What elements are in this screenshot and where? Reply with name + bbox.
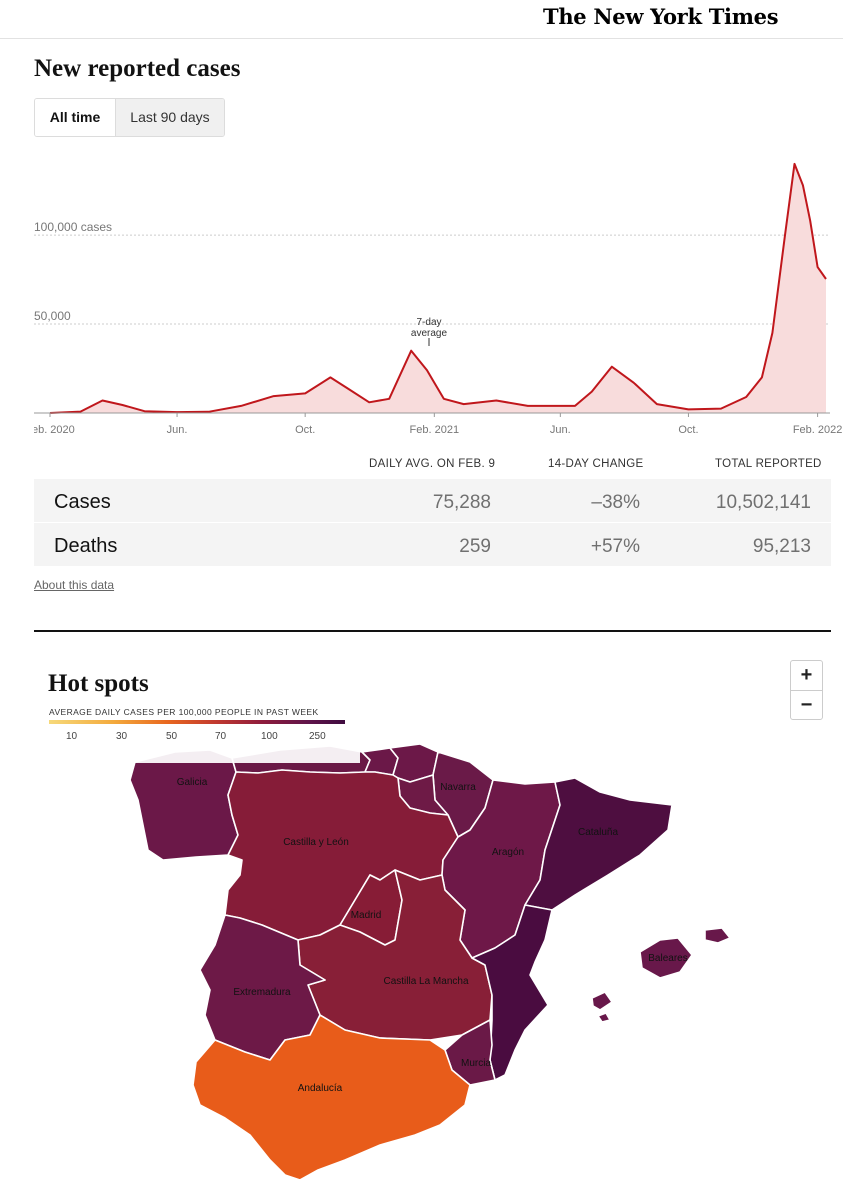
annotation-label-line1: 7-day — [416, 317, 441, 328]
spain-map[interactable]: Galicia Navarra Castilla y León Aragón C… — [0, 700, 843, 1200]
region-andalucia[interactable] — [192, 1014, 471, 1181]
region-baleares-mallorca[interactable] — [639, 937, 693, 979]
annotation-label-line2: average — [411, 328, 448, 339]
region-baleares-menorca[interactable] — [704, 927, 731, 944]
total-value: 95,213 — [752, 536, 811, 557]
label-aragon: Aragón — [492, 847, 524, 858]
cases-section-title: New reported cases — [34, 55, 241, 82]
header-total-reported: Total reported — [715, 458, 822, 470]
label-andalucia: Andalucía — [298, 1083, 343, 1094]
change-value: –38% — [591, 492, 640, 513]
label-cataluna: Cataluña — [578, 827, 618, 838]
zoom-in-button[interactable]: + — [800, 664, 813, 686]
x-tick-label: Jun. — [167, 424, 188, 436]
x-tick-label: Feb. 2020 — [34, 424, 75, 436]
x-tick-label: Oct. — [678, 424, 698, 436]
legend-color-scale — [49, 720, 345, 724]
x-tick-label: Oct. — [295, 424, 315, 436]
region-baleares-formentera[interactable] — [597, 1012, 611, 1023]
header-14-day-change: 14-day change — [548, 458, 644, 470]
tab-all-time[interactable]: All time — [35, 99, 115, 136]
map-zoom-controls: + − — [790, 660, 823, 720]
label-navarra: Navarra — [440, 782, 476, 793]
x-tick-label: Feb. 2021 — [410, 424, 460, 436]
row-label: Deaths — [54, 535, 118, 557]
total-value: 10,502,141 — [715, 492, 811, 513]
label-murcia: Murcia — [461, 1058, 491, 1069]
label-baleares: Baleares — [648, 953, 687, 964]
region-cataluna[interactable] — [524, 777, 673, 911]
nyt-logo[interactable]: The New York Times — [543, 4, 779, 29]
map-legend: AVERAGE DAILY CASES PER 100,000 PEOPLE I… — [44, 705, 360, 763]
legend-tick: 10 — [66, 731, 78, 742]
cases-line — [49, 162, 827, 414]
label-madrid: Madrid — [351, 910, 382, 921]
label-extremadura: Extremadura — [233, 987, 291, 998]
header-daily-avg: Daily avg. on Feb. 9 — [369, 458, 496, 470]
cases-chart: 100,000 cases 50,000 7-day average Feb. 2… — [34, 162, 842, 436]
daily-avg-value: 259 — [459, 536, 491, 557]
row-label: Cases — [54, 491, 111, 513]
legend-tick: 250 — [309, 731, 326, 742]
stats-row-deaths: Deaths 259 +57% 95,213 — [34, 523, 831, 567]
label-castilla-leon: Castilla y León — [283, 837, 349, 848]
stats-row-cases: Cases 75,288 –38% 10,502,141 — [34, 479, 831, 523]
label-galicia: Galicia — [177, 777, 208, 788]
y-gridline-label: 100,000 cases — [34, 220, 112, 234]
legend-tick: 30 — [116, 731, 128, 742]
x-tick-label: Jun. — [550, 424, 571, 436]
time-range-toggle: All time Last 90 days — [34, 98, 225, 137]
legend-title: AVERAGE DAILY CASES PER 100,000 PEOPLE I… — [49, 707, 319, 717]
about-this-data-link[interactable]: About this data — [34, 578, 115, 592]
y-gridline-label: 50,000 — [34, 309, 71, 323]
label-castilla-la-mancha: Castilla La Mancha — [383, 976, 468, 987]
hotspots-title: Hot spots — [48, 670, 149, 697]
legend-tick: 70 — [215, 731, 227, 742]
tab-last-90-days[interactable]: Last 90 days — [115, 99, 224, 136]
zoom-out-button[interactable]: − — [791, 690, 822, 719]
x-tick-label: Feb. 2022 — [793, 424, 842, 436]
region-baleares-ibiza[interactable] — [591, 991, 613, 1011]
daily-avg-value: 75,288 — [432, 492, 491, 513]
stats-table: Daily avg. on Feb. 9 14-day change Total… — [34, 455, 831, 567]
masthead: The New York Times — [0, 0, 843, 39]
legend-tick: 50 — [166, 731, 178, 742]
cases-area — [50, 163, 826, 413]
stats-header: Daily avg. on Feb. 9 14-day change Total… — [34, 455, 831, 479]
region-galicia[interactable] — [129, 749, 239, 861]
section-divider — [34, 630, 831, 632]
legend-tick: 100 — [261, 731, 278, 742]
change-value: +57% — [590, 536, 640, 557]
